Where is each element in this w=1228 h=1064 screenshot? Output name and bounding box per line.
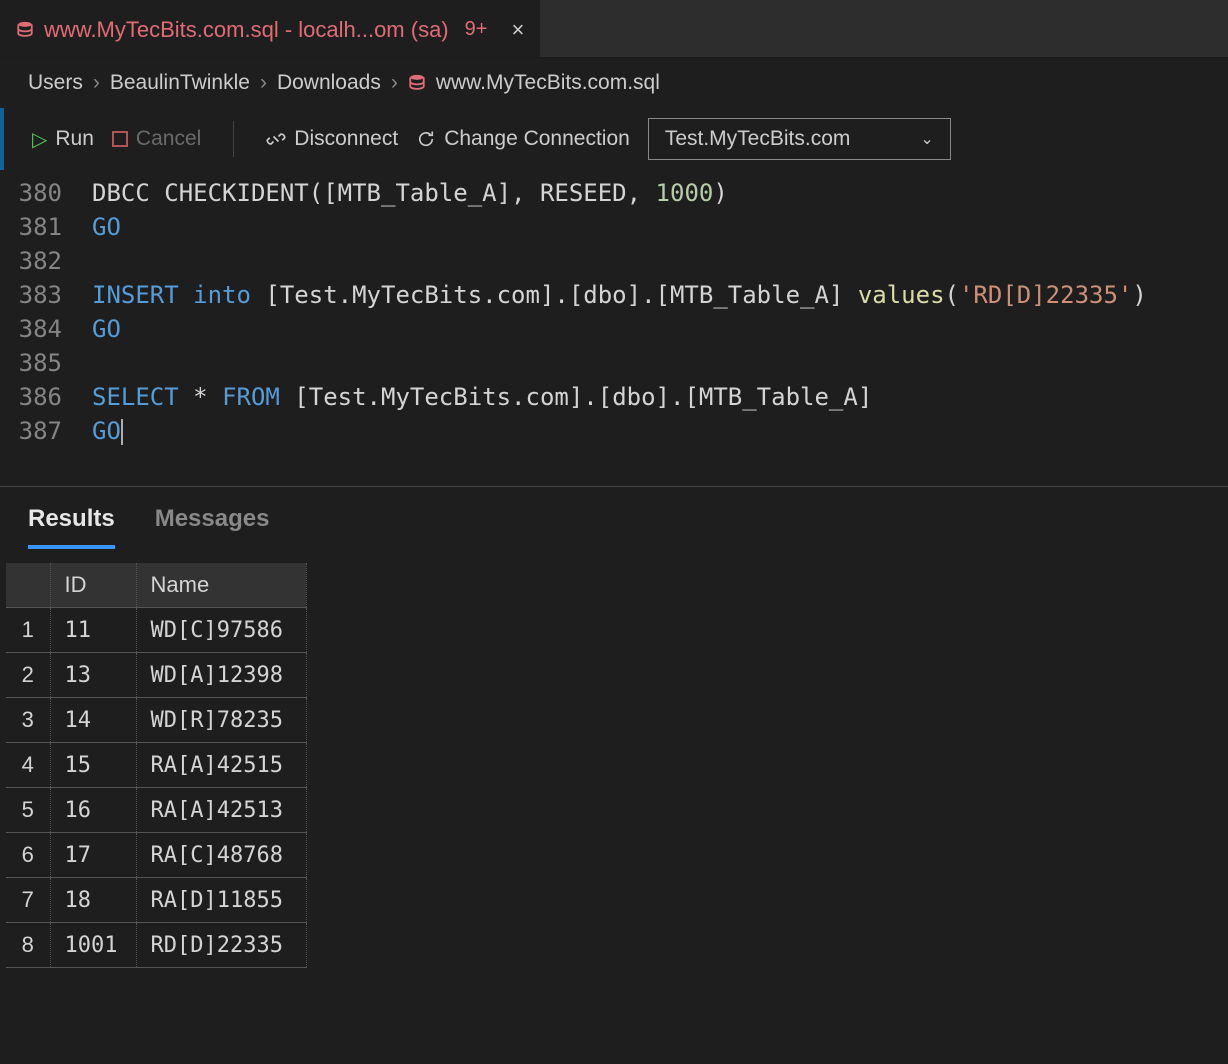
row-number: 4 (6, 743, 50, 788)
change-connection-button[interactable]: Change Connection (416, 127, 630, 151)
run-button[interactable]: ▷ Run (32, 127, 94, 152)
table-cell[interactable]: 16 (50, 788, 136, 833)
editor-line[interactable]: 386SELECT * FROM [Test.MyTecBits.com].[d… (0, 380, 1228, 414)
breadcrumb-item[interactable]: Downloads (277, 71, 381, 95)
table-row[interactable]: 111WD[C]97586 (6, 608, 306, 653)
database-icon (16, 21, 34, 39)
database-select-value: Test.MyTecBits.com (665, 127, 851, 151)
row-number: 8 (6, 923, 50, 968)
table-row[interactable]: 718RA[D]11855 (6, 878, 306, 923)
run-label: Run (55, 127, 94, 151)
code-content[interactable]: SELECT * FROM [Test.MyTecBits.com].[dbo]… (92, 380, 872, 414)
text-cursor (121, 419, 123, 445)
toolbar: ▷ Run Cancel Disconnect Change Connectio… (0, 108, 1228, 170)
table-cell[interactable]: WD[C]97586 (136, 608, 306, 653)
tab-bar: www.MyTecBits.com.sql - localh...om (sa)… (0, 0, 1228, 58)
table-cell[interactable]: WD[R]78235 (136, 698, 306, 743)
table-cell[interactable]: RA[D]11855 (136, 878, 306, 923)
row-number: 2 (6, 653, 50, 698)
table-cell[interactable]: 14 (50, 698, 136, 743)
result-tabs: Results Messages (0, 487, 1228, 549)
table-row[interactable]: 81001RD[D]22335 (6, 923, 306, 968)
stop-icon (112, 131, 128, 147)
refresh-icon (416, 129, 436, 149)
line-number: 383 (0, 278, 92, 312)
table-corner (6, 563, 50, 608)
table-cell[interactable]: 11 (50, 608, 136, 653)
disconnect-label: Disconnect (294, 127, 398, 151)
disconnect-button[interactable]: Disconnect (266, 127, 398, 151)
close-icon[interactable]: × (511, 17, 524, 43)
code-content[interactable]: GO (92, 414, 123, 448)
row-number: 6 (6, 833, 50, 878)
table-column-header[interactable]: Name (136, 563, 306, 608)
table-cell[interactable]: 18 (50, 878, 136, 923)
row-number: 1 (6, 608, 50, 653)
play-icon: ▷ (32, 127, 47, 152)
chevron-right-icon: › (93, 71, 100, 95)
row-number: 5 (6, 788, 50, 833)
editor-line[interactable]: 385 (0, 346, 1228, 380)
table-cell[interactable]: 15 (50, 743, 136, 788)
line-number: 380 (0, 176, 92, 210)
tab-messages[interactable]: Messages (155, 505, 270, 549)
table-row[interactable]: 617RA[C]48768 (6, 833, 306, 878)
tab-badge: 9+ (465, 18, 488, 41)
editor-line[interactable]: 380DBCC CHECKIDENT([MTB_Table_A], RESEED… (0, 176, 1228, 210)
table-cell[interactable]: RA[C]48768 (136, 833, 306, 878)
change-connection-label: Change Connection (444, 127, 630, 151)
table-cell[interactable]: WD[A]12398 (136, 653, 306, 698)
editor-line[interactable]: 382 (0, 244, 1228, 278)
breadcrumb-item[interactable]: Users (28, 71, 83, 95)
chevron-right-icon: › (260, 71, 267, 95)
code-content[interactable]: GO (92, 210, 121, 244)
database-select[interactable]: Test.MyTecBits.com ⌄ (648, 118, 951, 160)
editor-line[interactable]: 381GO (0, 210, 1228, 244)
line-number: 382 (0, 244, 92, 278)
table-column-header[interactable]: ID (50, 563, 136, 608)
chevron-right-icon: › (391, 71, 398, 95)
line-number: 384 (0, 312, 92, 346)
cancel-button[interactable]: Cancel (112, 127, 201, 151)
table-row[interactable]: 516RA[A]42513 (6, 788, 306, 833)
line-number: 386 (0, 380, 92, 414)
chevron-down-icon: ⌄ (920, 129, 933, 149)
code-content[interactable]: DBCC CHECKIDENT([MTB_Table_A], RESEED, 1… (92, 176, 728, 210)
tab-bar-empty (540, 0, 1228, 57)
table-cell[interactable]: RA[A]42515 (136, 743, 306, 788)
table-cell[interactable]: RD[D]22335 (136, 923, 306, 968)
tab-results[interactable]: Results (28, 505, 115, 549)
cancel-label: Cancel (136, 127, 201, 151)
disconnect-icon (266, 129, 286, 149)
breadcrumb-item[interactable]: www.MyTecBits.com.sql (436, 71, 660, 95)
table-row[interactable]: 314WD[R]78235 (6, 698, 306, 743)
code-editor[interactable]: 380DBCC CHECKIDENT([MTB_Table_A], RESEED… (0, 170, 1228, 472)
breadcrumb-item[interactable]: BeaulinTwinkle (110, 71, 250, 95)
line-number: 387 (0, 414, 92, 448)
table-row[interactable]: 415RA[A]42515 (6, 743, 306, 788)
breadcrumb: Users › BeaulinTwinkle › Downloads › www… (0, 58, 1228, 108)
tab-title: www.MyTecBits.com.sql - localh...om (sa) (44, 17, 449, 43)
line-number: 385 (0, 346, 92, 380)
table-row[interactable]: 213WD[A]12398 (6, 653, 306, 698)
editor-line[interactable]: 387GO (0, 414, 1228, 448)
table-cell[interactable]: 17 (50, 833, 136, 878)
line-number: 381 (0, 210, 92, 244)
database-icon (408, 74, 426, 92)
table-cell[interactable]: RA[A]42513 (136, 788, 306, 833)
table-cell[interactable]: 13 (50, 653, 136, 698)
table-cell[interactable]: 1001 (50, 923, 136, 968)
editor-tab[interactable]: www.MyTecBits.com.sql - localh...om (sa)… (0, 0, 540, 57)
toolbar-separator (233, 121, 234, 157)
row-number: 7 (6, 878, 50, 923)
results-table: IDName 111WD[C]97586213WD[A]12398314WD[R… (6, 563, 307, 968)
editor-line[interactable]: 384GO (0, 312, 1228, 346)
code-content[interactable]: INSERT into [Test.MyTecBits.com].[dbo].[… (92, 278, 1147, 312)
row-number: 3 (6, 698, 50, 743)
editor-line[interactable]: 383INSERT into [Test.MyTecBits.com].[dbo… (0, 278, 1228, 312)
code-content[interactable]: GO (92, 312, 121, 346)
